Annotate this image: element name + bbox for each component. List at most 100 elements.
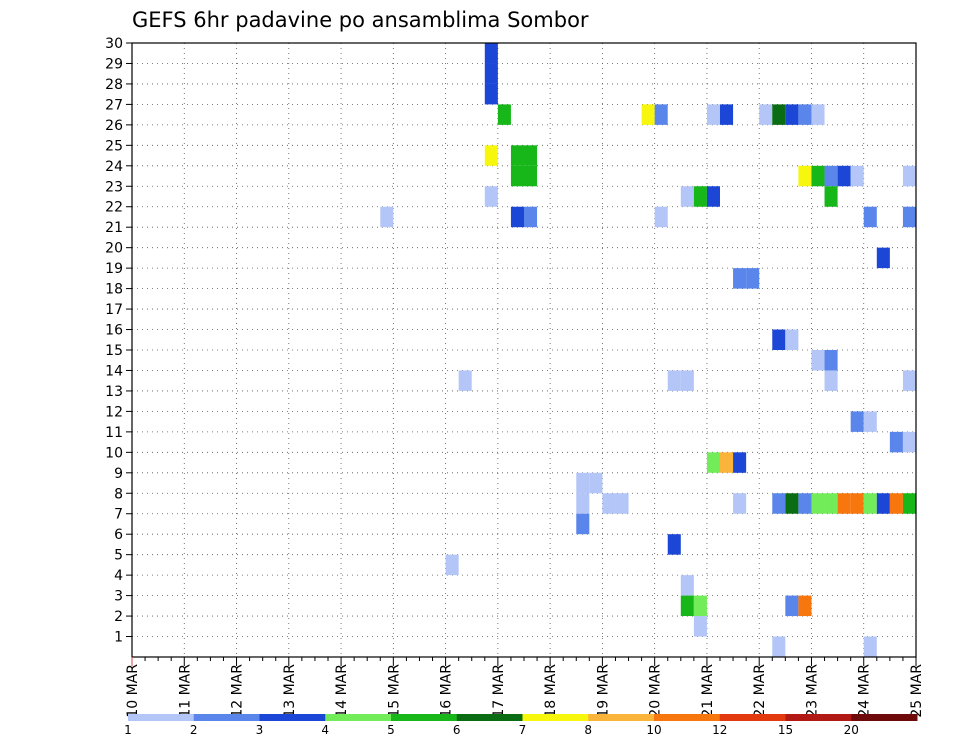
heatmap-cells xyxy=(380,43,916,657)
heatmap-cell xyxy=(589,472,603,494)
x-tick-label: 14 MAR xyxy=(334,664,350,718)
colorbar-label: 10 xyxy=(646,723,661,737)
heatmap-cell xyxy=(902,370,916,391)
heatmap-cell xyxy=(510,206,524,228)
heatmap-cell xyxy=(798,493,812,514)
heatmap-cell xyxy=(576,493,590,514)
y-tick-label: 28 xyxy=(105,77,123,93)
x-tick-label: 15 MAR xyxy=(386,664,402,718)
heatmap-cell xyxy=(798,595,812,617)
colorbar-segment xyxy=(654,714,721,721)
plot-frame xyxy=(131,42,917,658)
heatmap-cell xyxy=(524,206,538,228)
grid-lines xyxy=(132,42,916,657)
heatmap-cell xyxy=(785,329,799,350)
heatmap-cell xyxy=(693,616,707,637)
y-tick-label: 17 xyxy=(105,302,123,318)
y-tick-label: 11 xyxy=(105,425,123,441)
heatmap-cell xyxy=(863,493,877,514)
y-tick-label: 18 xyxy=(105,282,123,298)
colorbar-label: 15 xyxy=(778,723,793,737)
heatmap-cell xyxy=(380,206,394,228)
y-tick-label: 12 xyxy=(105,404,123,420)
heatmap-cell xyxy=(863,411,877,432)
y-tick-label: 23 xyxy=(105,179,123,195)
heatmap-cell xyxy=(902,431,916,453)
heatmap-cell xyxy=(876,247,890,269)
x-tick-label: 25 MAR xyxy=(909,664,925,718)
heatmap-cell xyxy=(837,165,851,187)
heatmap-cell xyxy=(733,268,747,289)
colorbar-segment xyxy=(391,714,458,721)
x-tick-label: 24 MAR xyxy=(857,664,873,718)
y-tick-label: 9 xyxy=(114,466,123,482)
colorbar-segment xyxy=(259,714,326,721)
heatmap-cell xyxy=(850,493,864,514)
y-tick-label: 26 xyxy=(105,118,123,134)
colorbar-segment xyxy=(851,714,918,721)
y-tick-label: 2 xyxy=(114,609,123,625)
colorbar-segment xyxy=(785,714,852,721)
y-tick-label: 6 xyxy=(114,527,123,543)
heatmap-cell xyxy=(654,206,668,228)
y-tick-label: 15 xyxy=(105,343,123,359)
x-tick-label: 21 MAR xyxy=(700,664,716,718)
x-axis: 10 MAR 11 MAR 12 MAR 13 MAR 14 MAR 15 MAR 16 M… xyxy=(125,657,925,718)
heatmap-cell xyxy=(785,493,799,514)
x-tick-label: 13 MAR xyxy=(282,664,298,718)
heatmap-cell xyxy=(772,636,786,657)
heatmap-cell xyxy=(850,165,864,187)
y-tick-label: 10 xyxy=(105,445,123,461)
heatmap-cell xyxy=(484,186,498,207)
heatmap-cell xyxy=(693,186,707,207)
heatmap-cell xyxy=(902,165,916,187)
y-tick-label: 24 xyxy=(105,159,123,175)
heatmap-cell xyxy=(824,350,838,371)
heatmap-cell xyxy=(889,493,903,514)
heatmap-cell xyxy=(746,268,760,289)
heatmap-cell xyxy=(445,554,459,576)
colorbar-label: 12 xyxy=(712,723,727,737)
heatmap-cell xyxy=(510,145,524,166)
heatmap-cell xyxy=(772,493,786,514)
x-tick-label: 18 MAR xyxy=(543,664,559,718)
x-tick-label: 22 MAR xyxy=(752,664,768,718)
y-tick-label: 4 xyxy=(114,568,123,584)
x-tick-label: 20 MAR xyxy=(648,664,664,718)
heatmap-cell xyxy=(785,595,799,617)
colorbar-label: 7 xyxy=(519,723,527,737)
y-tick-label: 7 xyxy=(114,507,123,523)
heatmap-cell xyxy=(524,145,538,166)
y-tick-label: 3 xyxy=(114,589,123,605)
heatmap-cell xyxy=(811,350,825,371)
y-tick-label: 22 xyxy=(105,200,123,216)
heatmap-cell xyxy=(824,370,838,391)
colorbar-label: 8 xyxy=(584,723,592,737)
y-tick-label: 1 xyxy=(114,630,123,646)
heatmap-cell xyxy=(484,63,498,84)
y-tick-label: 29 xyxy=(105,56,123,72)
heatmap-cell xyxy=(484,83,498,105)
heatmap-cell xyxy=(824,186,838,207)
heatmap-cell xyxy=(811,165,825,187)
colorbar-segment xyxy=(325,714,392,721)
colorbar-label: 3 xyxy=(256,723,264,737)
colorbar-segment xyxy=(456,714,523,721)
x-tick-label: 11 MAR xyxy=(177,664,193,718)
heatmap-cell xyxy=(641,104,655,125)
heatmap-cell xyxy=(785,104,799,125)
heatmap-cell xyxy=(889,431,903,453)
heatmap-cell xyxy=(798,104,812,125)
y-tick-label: 13 xyxy=(105,384,123,400)
heatmap-cell xyxy=(706,104,720,125)
heatmap-cell xyxy=(902,206,916,228)
heatmap-cell xyxy=(524,165,538,187)
heatmap-cell xyxy=(667,534,681,555)
heatmap-cell xyxy=(837,493,851,514)
colorbar-segment xyxy=(719,714,786,721)
heatmap-cell xyxy=(798,165,812,187)
heatmap-cell xyxy=(706,186,720,207)
heatmap-cell xyxy=(733,493,747,514)
heatmap-cell xyxy=(484,145,498,166)
heatmap-cell xyxy=(811,104,825,125)
